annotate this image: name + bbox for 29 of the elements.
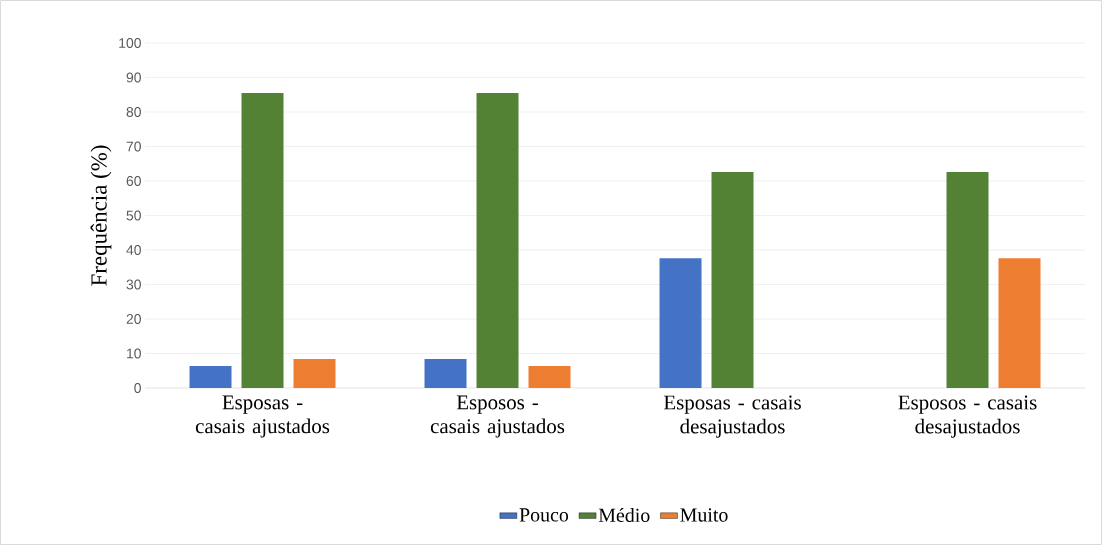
y-axis-title: Frequência (%) [90,145,112,286]
y-tick-label: 20 [126,314,141,324]
bar [293,359,336,388]
bar [476,93,519,388]
y-tick-label: 90 [126,72,141,83]
x-tick-label: Esposos - casais desajustados [898,395,1037,438]
bar [528,365,571,388]
bar [189,365,232,388]
y-tick-label: 10 [127,348,141,359]
y-tick-label: 30 [126,279,141,290]
legend-label: Pouco [519,508,569,522]
y-tick-label: 80 [126,107,141,117]
bar [424,359,467,388]
y-tick-label: 100 [119,38,141,48]
legend-label: Muito [680,508,728,522]
y-tick-label: 40 [126,245,141,255]
bar [241,93,284,388]
y-tick-label: 60 [126,176,141,186]
y-tick-label: 0 [134,383,141,393]
bar [998,258,1041,388]
x-tick-label: Esposas - casais ajustados [195,395,330,438]
legend-label: Médio [598,507,650,522]
y-tick-label: 70 [126,141,141,152]
y-tick-label: 50 [126,210,141,221]
bar [946,172,989,388]
bar [711,172,754,388]
x-tick-label: Esposas - casais desajustados [663,395,801,438]
x-tick-label: Esposos - casais ajustados [430,395,565,438]
bar [659,258,702,388]
